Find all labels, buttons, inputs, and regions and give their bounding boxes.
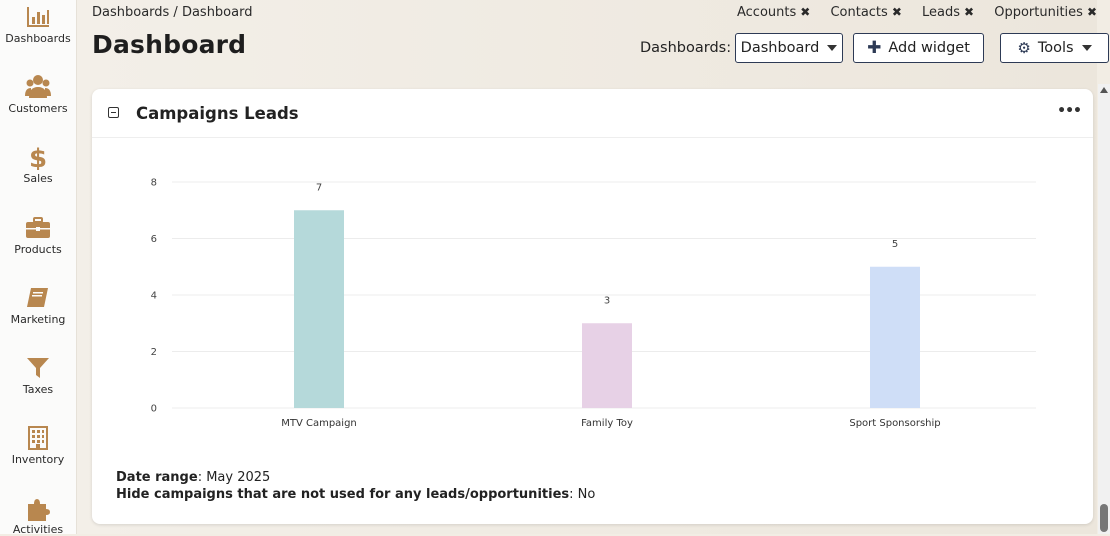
users-icon <box>25 75 51 98</box>
bar <box>294 210 344 408</box>
hide-campaigns-value: : No <box>569 487 596 502</box>
scrollbar-thumb[interactable] <box>1100 504 1108 532</box>
date-range-label: Date range <box>116 470 198 485</box>
y-tick-label: 2 <box>151 347 157 358</box>
briefcase-icon <box>26 217 50 238</box>
tab-accounts[interactable]: Accounts ✖ <box>737 5 810 20</box>
data-label: 7 <box>316 182 322 193</box>
sidebar-item-taxes[interactable]: Taxes <box>0 355 76 396</box>
bar-chart: 0 2 4 6 8 7 MTV Campaign 3 Family Toy 5 Sport Spon… <box>151 178 1036 429</box>
close-icon[interactable]: ✖ <box>891 5 902 19</box>
sidebar-item-label: Customers <box>8 102 68 115</box>
add-widget-button[interactable]: ✚ Add widget <box>853 33 984 63</box>
plus-icon: ✚ <box>867 38 882 58</box>
sidebar-item-dashboards[interactable]: Dashboards <box>0 4 76 45</box>
sidebar-item-customers[interactable]: Customers <box>0 74 76 115</box>
widget-filters-info: Date range: May 2025 Hide campaigns that… <box>116 469 595 503</box>
more-options-icon[interactable]: ••• <box>1057 103 1082 119</box>
date-range-row: Date range: May 2025 <box>116 469 595 486</box>
tab-label[interactable]: Contacts <box>830 5 888 20</box>
x-tick-label: Sport Sponsorship <box>849 418 940 429</box>
data-label: 3 <box>604 295 610 306</box>
breadcrumb[interactable]: Dashboards / Dashboard <box>92 5 253 20</box>
sidebar-item-label: Taxes <box>22 383 54 396</box>
close-icon[interactable]: ✖ <box>964 5 975 19</box>
dollar-icon: $ <box>29 144 47 170</box>
chevron-down-icon <box>1081 45 1092 51</box>
bar <box>870 266 920 408</box>
add-widget-label: Add widget <box>888 40 970 56</box>
tab-label[interactable]: Accounts <box>736 5 797 20</box>
x-tick-label: MTV Campaign <box>281 418 357 429</box>
sidebar-item-label: Marketing <box>10 313 66 326</box>
sidebar-item-label: Sales <box>23 172 53 185</box>
sidebar-item-label: Products <box>14 243 62 256</box>
tab-opportunities[interactable]: Opportunities ✖ <box>994 5 1097 20</box>
scroll-up-icon[interactable] <box>1100 87 1108 93</box>
date-range-value: : May 2025 <box>197 470 271 485</box>
y-tick-label: 0 <box>151 404 157 415</box>
funnel-icon <box>27 358 49 378</box>
sidebar-item-label: Inventory <box>11 453 65 466</box>
sidebar-item-inventory[interactable]: Inventory <box>0 425 76 466</box>
data-label: 5 <box>892 239 898 250</box>
main-area: Dashboards / Dashboard Dashboard Account… <box>77 0 1109 534</box>
tab-leads[interactable]: Leads ✖ <box>922 5 974 20</box>
building-icon <box>28 426 48 450</box>
svg-text:$: $ <box>29 144 47 170</box>
gear-icon: ⚙ <box>1017 39 1031 57</box>
tools-button[interactable]: ⚙ Tools <box>1000 33 1109 63</box>
dashboard-select[interactable]: Dashboard <box>735 33 843 63</box>
dashboard-select-value: Dashboard <box>740 40 820 56</box>
dashboards-label: Dashboards: <box>640 40 732 56</box>
sidebar-item-label: Activities <box>12 523 64 536</box>
tab-label[interactable]: Leads <box>922 5 961 20</box>
bar <box>582 323 632 408</box>
sidebar-item-products[interactable]: Products <box>0 215 76 256</box>
scrollbar[interactable] <box>1098 84 1110 534</box>
sidebar: Dashboards Customers $ Sales Products Marketi… <box>0 0 77 536</box>
collapse-icon[interactable] <box>108 107 119 118</box>
book-icon <box>27 288 48 307</box>
sidebar-item-label: Dashboards <box>5 32 71 45</box>
puzzle-icon <box>28 499 50 521</box>
y-tick-label: 8 <box>151 178 157 189</box>
x-tick-label: Family Toy <box>581 418 633 429</box>
widget-header: Campaigns Leads ••• <box>92 89 1093 138</box>
sidebar-item-activities[interactable]: Activities <box>0 495 76 536</box>
close-icon[interactable]: ✖ <box>1086 5 1097 19</box>
tools-label: Tools <box>1037 40 1074 56</box>
sidebar-item-sales[interactable]: $ Sales <box>0 144 76 185</box>
close-icon[interactable]: ✖ <box>800 5 811 19</box>
tab-bar: Accounts ✖ Contacts ✖ Leads ✖ Opportunities… <box>721 5 1097 20</box>
y-tick-label: 6 <box>151 234 157 245</box>
campaigns-leads-widget: 0 2 4 6 8 7 MTV Campaign 3 Family Toy 5 Sport Spon… <box>92 89 1093 524</box>
hide-campaigns-row: Hide campaigns that are not used for any… <box>116 486 595 503</box>
bar-chart-icon <box>27 7 49 27</box>
page-title: Dashboard <box>92 30 247 59</box>
tab-label[interactable]: Opportunities <box>994 5 1083 20</box>
hide-campaigns-label: Hide campaigns that are not used for any… <box>116 487 570 502</box>
widget-title: Campaigns Leads <box>136 104 299 123</box>
tab-contacts[interactable]: Contacts ✖ <box>830 5 901 20</box>
sidebar-item-marketing[interactable]: Marketing <box>0 285 76 326</box>
chevron-down-icon <box>827 45 838 51</box>
y-tick-label: 4 <box>151 291 157 302</box>
